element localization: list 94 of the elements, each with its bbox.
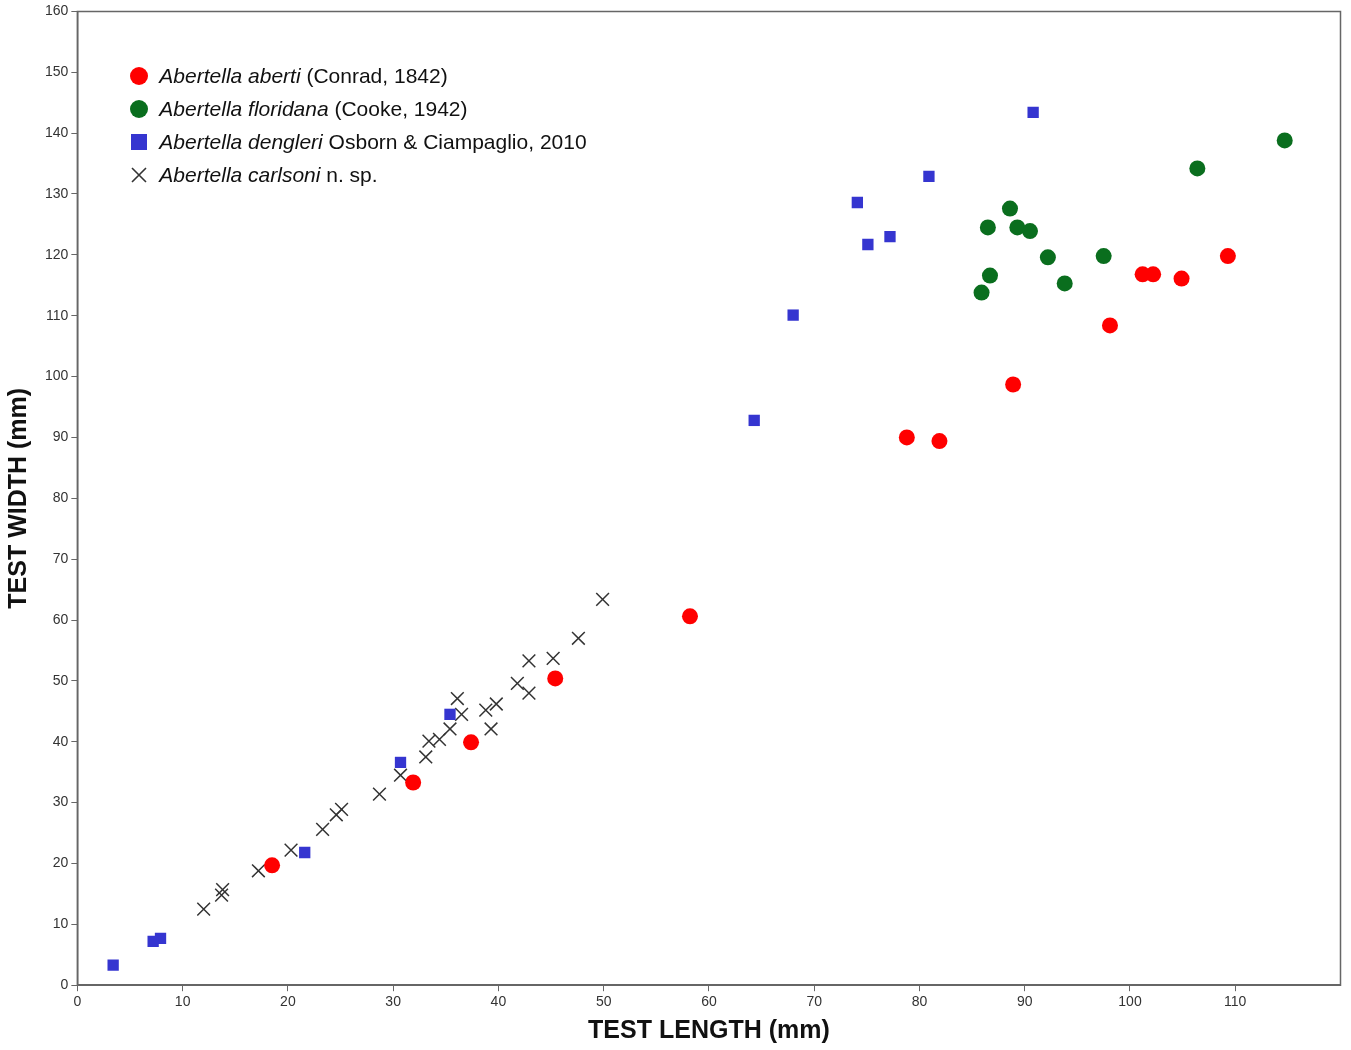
point — [394, 756, 407, 769]
point — [1005, 376, 1022, 393]
y-tick-label: 20 — [52, 854, 69, 871]
x-tick-label: 10 — [174, 993, 191, 1010]
point — [1021, 223, 1038, 240]
x-tick-label: 20 — [280, 993, 296, 1010]
x-tick-label: 110 — [1224, 993, 1247, 1010]
y-tick-label: 80 — [52, 489, 69, 506]
point — [329, 807, 344, 822]
point — [421, 734, 437, 749]
y-tick-label: 70 — [52, 550, 69, 567]
point — [463, 734, 480, 751]
x-tick-label: 90 — [1016, 993, 1033, 1010]
x-tick-label: 100 — [1118, 993, 1142, 1010]
point — [979, 219, 996, 236]
y-tick-label: 150 — [45, 63, 69, 80]
y-axis-title: TEST WIDTH (mm) — [2, 387, 31, 609]
x-tick-label: 0 — [73, 993, 82, 1010]
legend-label: Abertella dengleri Osborn & Ciampaglio, 2010 — [159, 130, 587, 154]
y-tick-label: 160 — [45, 2, 69, 19]
point — [147, 935, 159, 948]
point — [372, 786, 387, 802]
point — [454, 707, 469, 722]
point — [547, 670, 564, 687]
x-tick-label: 60 — [701, 993, 717, 1010]
point — [315, 822, 330, 837]
y-tick-label: 100 — [45, 367, 69, 384]
point — [851, 196, 864, 209]
point — [862, 238, 874, 251]
point — [489, 696, 504, 712]
y-tick-label: 40 — [52, 732, 69, 749]
point — [546, 651, 561, 666]
point — [884, 230, 896, 243]
point — [787, 309, 799, 321]
point — [1095, 248, 1112, 265]
point — [1001, 200, 1018, 217]
point — [748, 414, 760, 427]
point — [405, 774, 422, 791]
y-tick-label: 30 — [52, 793, 69, 810]
point — [595, 592, 610, 607]
y-tick-label: 110 — [46, 306, 69, 323]
y-tick-label: 90 — [52, 428, 69, 445]
x-tick-label: 80 — [911, 993, 928, 1010]
x-axis-title: TEST LENGTH (mm) — [588, 1014, 830, 1043]
point — [571, 631, 586, 646]
point — [1027, 106, 1039, 119]
point — [442, 721, 458, 737]
point — [196, 902, 211, 917]
x-tick-label: 30 — [385, 993, 402, 1010]
point — [299, 846, 311, 859]
point — [521, 685, 537, 701]
point — [393, 768, 408, 783]
point — [107, 959, 119, 971]
point — [973, 284, 990, 301]
point — [1189, 160, 1206, 177]
point — [510, 676, 525, 691]
point — [450, 691, 465, 706]
point — [432, 732, 447, 747]
point — [521, 653, 537, 668]
point — [444, 708, 456, 721]
x-tick-label: 50 — [595, 993, 612, 1010]
y-tick-label: 130 — [45, 184, 69, 201]
legend-label: Abertella carlsoni n. sp. — [159, 163, 378, 187]
point — [1145, 266, 1162, 283]
x-tick-label: 40 — [490, 993, 507, 1010]
legend-label: Abertella floridana (Cooke, 1942) — [159, 97, 468, 121]
point — [1276, 132, 1293, 149]
y-tick-label: 60 — [52, 610, 69, 627]
point — [478, 702, 493, 718]
y-tick-label: 140 — [45, 123, 69, 140]
point — [981, 267, 998, 284]
point — [931, 433, 948, 450]
point — [215, 882, 230, 897]
point — [1039, 249, 1056, 266]
point — [418, 749, 433, 765]
y-tick-label: 0 — [60, 976, 69, 993]
point — [1173, 270, 1190, 287]
legend-label: Abertella aberti (Conrad, 1842) — [159, 64, 448, 88]
point — [1056, 275, 1073, 292]
y-tick-label: 120 — [45, 245, 69, 262]
x-tick-label: 70 — [806, 993, 823, 1010]
y-tick-label: 10 — [52, 915, 69, 932]
point — [334, 802, 349, 817]
point — [283, 842, 299, 858]
point — [898, 429, 915, 446]
point — [1219, 248, 1236, 265]
point — [681, 608, 698, 625]
point — [923, 170, 935, 182]
point — [1101, 317, 1118, 334]
point — [251, 863, 266, 878]
y-tick-label: 50 — [52, 671, 69, 688]
point — [214, 888, 229, 903]
point — [483, 721, 499, 737]
point — [264, 857, 281, 874]
